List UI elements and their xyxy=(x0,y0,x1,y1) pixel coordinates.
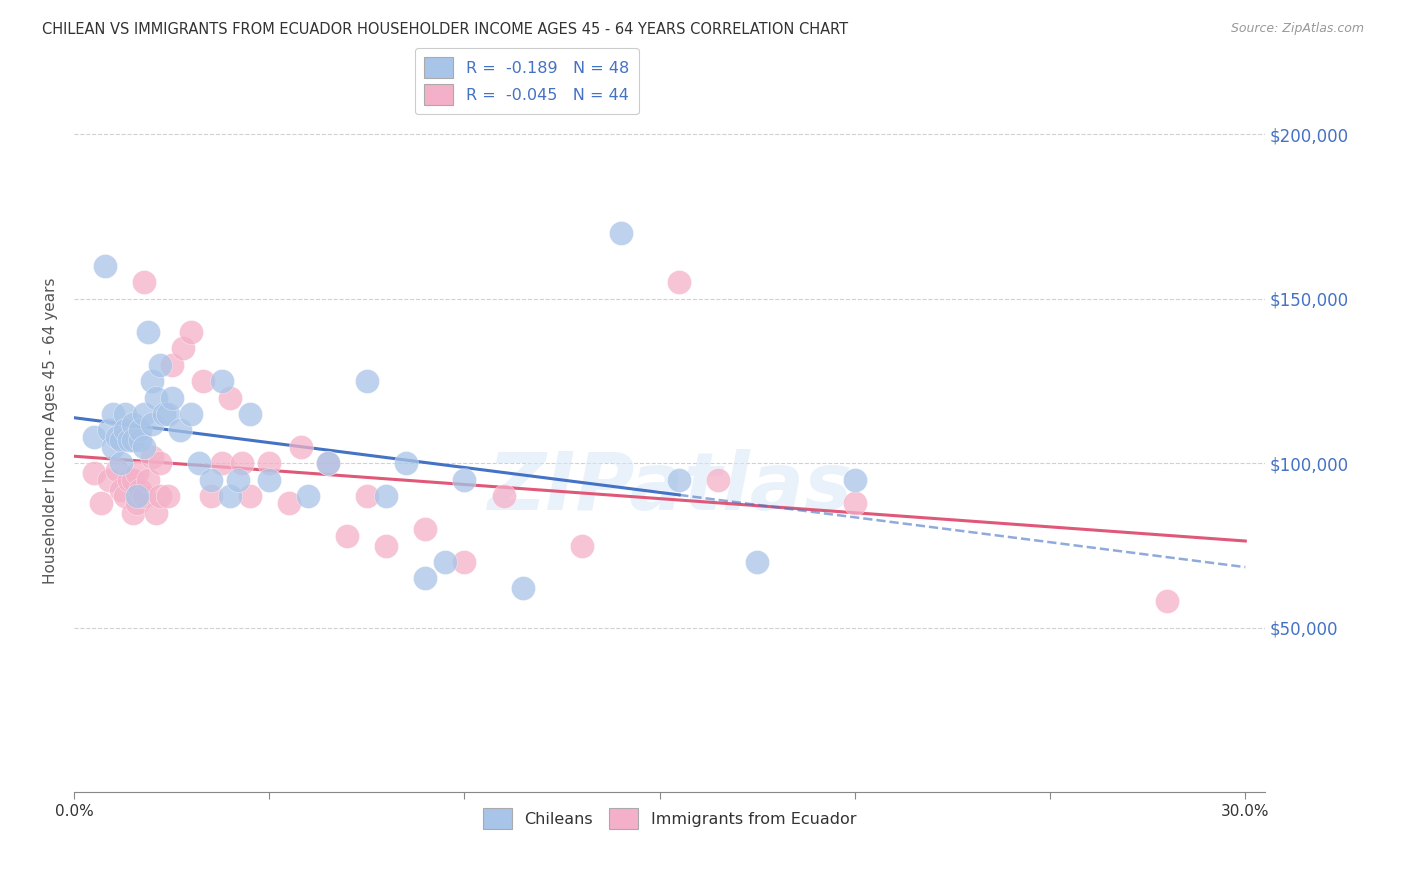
Point xyxy=(125,489,148,503)
Point xyxy=(844,473,866,487)
Point xyxy=(145,506,167,520)
Point xyxy=(239,407,262,421)
Point xyxy=(129,483,152,497)
Point xyxy=(98,424,121,438)
Point xyxy=(415,571,437,585)
Point xyxy=(433,555,456,569)
Point xyxy=(668,473,690,487)
Point xyxy=(134,440,156,454)
Point xyxy=(153,407,176,421)
Point xyxy=(180,325,202,339)
Point xyxy=(453,555,475,569)
Point xyxy=(141,374,163,388)
Point xyxy=(110,456,132,470)
Point xyxy=(316,456,339,470)
Point xyxy=(125,496,148,510)
Point xyxy=(336,529,359,543)
Point xyxy=(707,473,730,487)
Point xyxy=(94,259,117,273)
Point xyxy=(609,226,631,240)
Point xyxy=(169,424,191,438)
Point xyxy=(83,430,105,444)
Point xyxy=(114,424,136,438)
Point xyxy=(297,489,319,503)
Point xyxy=(188,456,211,470)
Point xyxy=(512,582,534,596)
Text: Source: ZipAtlas.com: Source: ZipAtlas.com xyxy=(1230,22,1364,36)
Point xyxy=(110,434,132,448)
Point xyxy=(492,489,515,503)
Point xyxy=(200,473,222,487)
Point xyxy=(156,489,179,503)
Point xyxy=(277,496,299,510)
Point xyxy=(101,407,124,421)
Point xyxy=(180,407,202,421)
Point xyxy=(316,456,339,470)
Point xyxy=(571,539,593,553)
Point xyxy=(453,473,475,487)
Point xyxy=(156,407,179,421)
Point xyxy=(160,391,183,405)
Point xyxy=(160,358,183,372)
Point xyxy=(375,489,398,503)
Point xyxy=(98,473,121,487)
Point xyxy=(129,424,152,438)
Point xyxy=(141,450,163,464)
Point xyxy=(136,473,159,487)
Point xyxy=(219,391,242,405)
Point xyxy=(231,456,253,470)
Point xyxy=(415,522,437,536)
Point xyxy=(134,407,156,421)
Point xyxy=(129,434,152,448)
Point xyxy=(395,456,418,470)
Point xyxy=(1156,594,1178,608)
Point xyxy=(191,374,214,388)
Point xyxy=(200,489,222,503)
Point xyxy=(149,489,172,503)
Point xyxy=(259,456,281,470)
Y-axis label: Householder Income Ages 45 - 64 years: Householder Income Ages 45 - 64 years xyxy=(44,277,58,583)
Point xyxy=(239,489,262,503)
Point xyxy=(375,539,398,553)
Point xyxy=(134,489,156,503)
Point xyxy=(83,466,105,480)
Point xyxy=(668,276,690,290)
Point xyxy=(118,473,141,487)
Point xyxy=(105,430,128,444)
Point xyxy=(114,407,136,421)
Point xyxy=(226,473,249,487)
Point xyxy=(101,440,124,454)
Point xyxy=(290,440,312,454)
Point xyxy=(747,555,769,569)
Point xyxy=(134,276,156,290)
Point xyxy=(149,456,172,470)
Point xyxy=(114,489,136,503)
Point xyxy=(219,489,242,503)
Point xyxy=(121,434,143,448)
Point xyxy=(136,325,159,339)
Point xyxy=(211,456,233,470)
Point xyxy=(90,496,112,510)
Point xyxy=(118,434,141,448)
Text: CHILEAN VS IMMIGRANTS FROM ECUADOR HOUSEHOLDER INCOME AGES 45 - 64 YEARS CORRELA: CHILEAN VS IMMIGRANTS FROM ECUADOR HOUSE… xyxy=(42,22,848,37)
Point xyxy=(121,473,143,487)
Point xyxy=(172,341,194,355)
Point xyxy=(121,417,143,431)
Legend: Chileans, Immigrants from Ecuador: Chileans, Immigrants from Ecuador xyxy=(477,802,862,835)
Point xyxy=(105,463,128,477)
Point xyxy=(141,417,163,431)
Point xyxy=(149,358,172,372)
Text: ZIPatlas: ZIPatlas xyxy=(486,450,852,527)
Point xyxy=(844,496,866,510)
Point xyxy=(121,506,143,520)
Point xyxy=(211,374,233,388)
Point xyxy=(356,489,378,503)
Point xyxy=(259,473,281,487)
Point xyxy=(125,466,148,480)
Point xyxy=(356,374,378,388)
Point xyxy=(145,391,167,405)
Point xyxy=(110,483,132,497)
